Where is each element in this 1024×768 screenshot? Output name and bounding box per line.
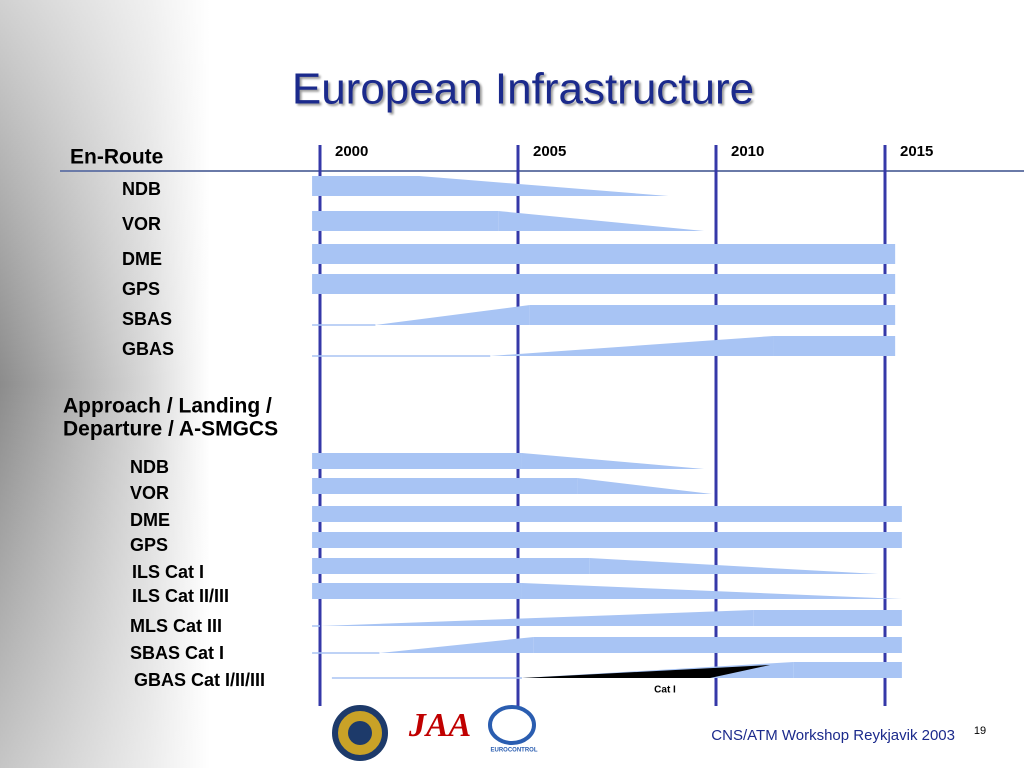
row-label: GBAS Cat I/II/III xyxy=(134,670,265,690)
year-label: 2010 xyxy=(731,143,764,160)
row-label: NDB xyxy=(122,179,161,199)
ramp xyxy=(375,305,530,325)
bar xyxy=(753,610,902,626)
bar xyxy=(793,662,902,678)
cat-note: Cat I xyxy=(654,685,676,696)
ramp xyxy=(320,610,754,626)
row-label: DME xyxy=(130,510,170,530)
bar xyxy=(312,558,590,574)
row-label: SBAS Cat I xyxy=(130,643,224,663)
bar xyxy=(529,305,896,325)
logos: JAA EUROCONTROL xyxy=(332,705,538,761)
cat-wedge xyxy=(521,665,771,678)
bar xyxy=(312,211,499,231)
row-label: ILS Cat II/III xyxy=(132,586,229,606)
taper xyxy=(577,478,713,494)
ramp xyxy=(379,637,534,653)
footer: CNS/ATM Workshop Reykjavik 2003 xyxy=(711,727,955,744)
year-label: 2005 xyxy=(533,143,566,160)
taper xyxy=(521,583,902,599)
row-label: GPS xyxy=(122,279,160,299)
bar xyxy=(312,532,902,548)
section-label: Approach / Landing / xyxy=(63,395,272,418)
year-label: 2000 xyxy=(335,143,368,160)
page-number: 19 xyxy=(974,725,986,737)
section-label: Departure / A-SMGCS xyxy=(63,418,278,441)
slide-title: European Infrastructure xyxy=(292,65,754,114)
row-label: GBAS xyxy=(122,339,174,359)
row-label: MLS Cat III xyxy=(130,616,222,636)
section-label: En-Route xyxy=(70,146,163,169)
row-label: SBAS xyxy=(122,309,172,329)
bar xyxy=(312,478,578,494)
taper xyxy=(498,211,705,231)
faa-logo-center xyxy=(348,721,372,745)
taper xyxy=(419,176,669,196)
taper xyxy=(589,558,879,574)
row-label: VOR xyxy=(130,483,169,503)
row-label: GPS xyxy=(130,535,168,555)
eurocontrol-text: EUROCONTROL xyxy=(491,748,538,754)
row-label: NDB xyxy=(130,457,169,477)
bar xyxy=(312,244,896,264)
ramp xyxy=(490,336,774,356)
bar xyxy=(312,583,522,599)
bar xyxy=(312,274,896,294)
bar xyxy=(312,506,902,522)
taper xyxy=(521,453,705,469)
photo-fade xyxy=(0,0,210,768)
jaa-logo: JAA xyxy=(408,707,471,744)
year-label: 2015 xyxy=(900,143,933,160)
timeline: 2000 2005 2010 2015 En-Route NDB VOR DME GPS SBAS… xyxy=(63,143,933,706)
eurocontrol-logo xyxy=(488,705,536,745)
row-label: VOR xyxy=(122,214,161,234)
bar xyxy=(312,453,522,469)
row-label: ILS Cat I xyxy=(132,562,204,582)
bar xyxy=(533,637,902,653)
bar xyxy=(312,176,419,196)
bar xyxy=(773,336,896,356)
row-label: DME xyxy=(122,249,162,269)
